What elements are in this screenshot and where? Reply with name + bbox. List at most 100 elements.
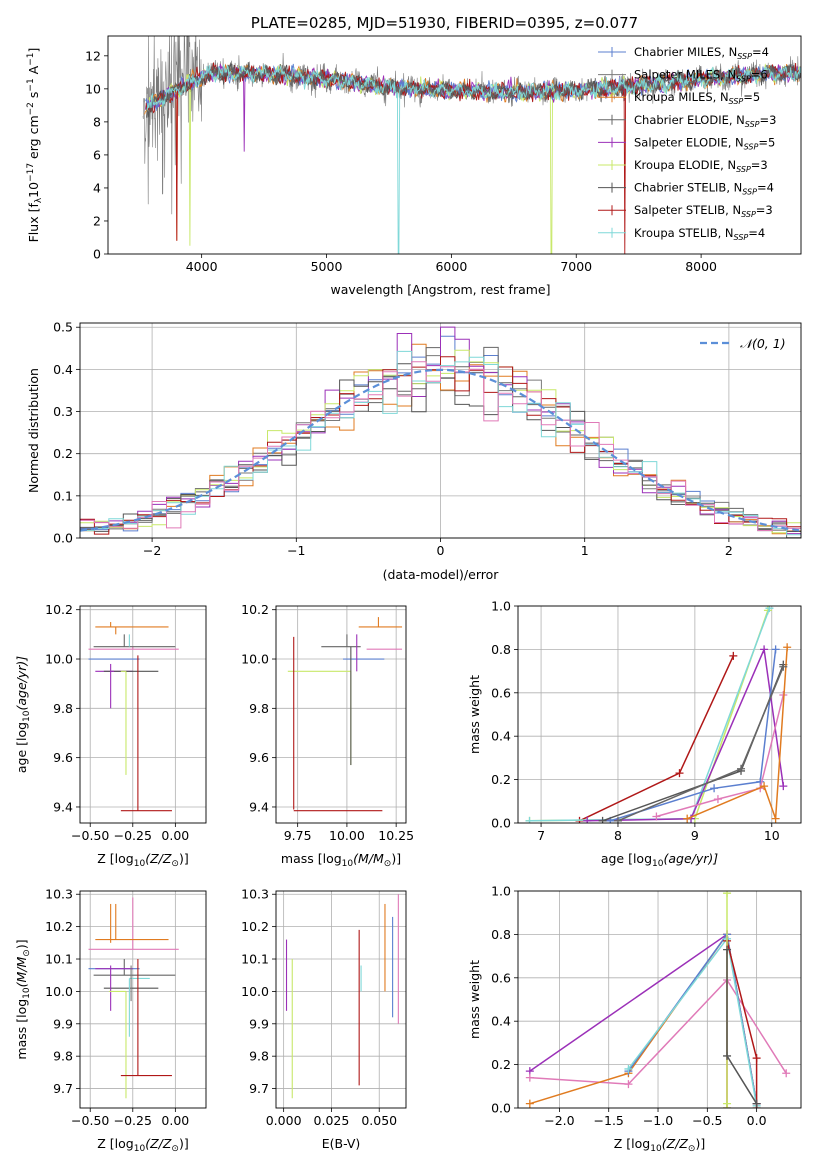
y-tick-label: 12	[85, 48, 101, 63]
data-point	[723, 1104, 732, 1108]
data-point	[729, 651, 738, 660]
legend-label: Chabrier STELIB, NSSP=4	[634, 181, 774, 197]
legend-item: Salpeter STELIB, NSSP=3	[598, 203, 773, 219]
data-point	[782, 1069, 791, 1078]
x-tick-label: −1.0	[643, 1113, 673, 1128]
y-tick-label: 9.6	[53, 750, 73, 765]
y-tick-label: 0.6	[491, 970, 511, 985]
x-tick-label: −0.50	[71, 1113, 109, 1128]
plot-area	[88, 897, 179, 1099]
legend-label: Kroupa STELIB, NSSP=4	[634, 226, 765, 242]
x-tick-label: 5000	[311, 259, 343, 274]
legend-item: Salpeter ELODIE, NSSP=5	[598, 135, 775, 151]
y-axis-label: Normed distribution	[26, 368, 41, 493]
series-salpeter-elodie	[583, 645, 788, 823]
y-tick-label: 0.5	[53, 320, 73, 335]
histogram-step-pink	[80, 361, 801, 531]
data-point	[752, 1054, 761, 1063]
x-tick-label: 0.000	[266, 1113, 302, 1128]
data-point	[779, 662, 788, 671]
series-chabrier-elodie	[613, 662, 788, 823]
data-point	[771, 645, 780, 654]
x-tick-label: 6000	[435, 259, 467, 274]
data-point	[771, 814, 780, 823]
y-tick-label: 1.0	[491, 884, 511, 899]
y-tick-label: 6	[93, 147, 101, 162]
y-tick-label: 9.4	[53, 799, 73, 814]
y-tick-label: 10.3	[241, 887, 269, 902]
legend-label: Kroupa MILES, NSSP=5	[634, 90, 760, 106]
data-point	[737, 764, 746, 773]
x-axis-label: Z [log10(Z/Z⊙)]	[97, 1136, 188, 1154]
x-tick-label: 0.0	[747, 1113, 767, 1128]
x-tick-label: 1	[581, 543, 589, 558]
x-tick-label: −2.0	[544, 1113, 574, 1128]
y-axis-label: mass [log10(M/M⊙)]	[14, 939, 32, 1059]
error-bar-point	[128, 977, 150, 1037]
y-tick-label: 9.7	[53, 1081, 73, 1096]
plot-area	[525, 891, 791, 1108]
axes-frame	[79, 605, 207, 824]
legend-label: Salpeter MILES, NSSP=6	[634, 68, 768, 84]
x-tick-label: −0.5	[692, 1113, 722, 1128]
data-point	[710, 784, 719, 793]
y-tick-label: 10.0	[45, 984, 73, 999]
x-axis-label: (data-model)/error	[383, 567, 500, 582]
legend: Chabrier MILES, NSSP=4 Salpeter MILES, NS…	[598, 45, 776, 242]
y-tick-label: 0	[93, 247, 101, 262]
y-tick-label: 10.2	[45, 919, 73, 934]
legend-item: Kroupa MILES, NSSP=5	[598, 90, 760, 106]
y-tick-label: 10	[85, 81, 101, 96]
series-line	[686, 647, 788, 820]
error-bar-point	[88, 897, 179, 950]
error-bar-point	[120, 655, 172, 812]
plot-area	[287, 617, 403, 812]
y-tick-label: 2	[93, 213, 101, 228]
data-point	[525, 1073, 534, 1082]
y-tick-label: 8	[93, 114, 101, 129]
series-kroupa-stelib	[624, 934, 761, 1108]
data-point	[624, 1064, 633, 1073]
series-line	[587, 646, 785, 822]
y-tick-label: 0.8	[491, 927, 511, 942]
series-salpeter-stelib	[575, 651, 738, 823]
plot-area	[142, 36, 801, 254]
series-line	[656, 694, 785, 818]
legend-label: Chabrier MILES, NSSP=4	[634, 45, 769, 61]
x-axis-label: Z [log10(Z/Z⊙)]	[614, 1136, 705, 1154]
series-chabrier-miles	[606, 645, 780, 823]
x-tick-label: 9	[691, 828, 699, 843]
legend-item: Salpeter MILES, NSSP=6	[598, 68, 768, 84]
x-tick-label: 7000	[560, 259, 592, 274]
y-tick-label: 9.7	[249, 1081, 269, 1096]
y-tick-label: 0.2	[491, 772, 511, 787]
series-line	[610, 649, 777, 822]
x-axis-label: age [log10(age/yr)]	[601, 851, 718, 869]
y-tick-label: 1.0	[491, 599, 511, 614]
legend-label: Kroupa ELODIE, NSSP=3	[634, 158, 768, 174]
histogram-step-salpeter-stelib	[80, 356, 801, 535]
series-line	[627, 936, 758, 1106]
legend-item: Chabrier STELIB, NSSP=4	[598, 181, 774, 197]
y-tick-label: 0.6	[491, 685, 511, 700]
y-tick-label: 10.2	[241, 602, 269, 617]
data-point	[525, 1099, 534, 1108]
plot-area	[285, 894, 399, 1099]
spectrum-panel: 4000 5000 6000 7000 8000 0 2 4 6 8 10 12 PLATE=0285,…	[26, 14, 802, 297]
series-kroupa-miles	[683, 643, 792, 823]
data-point	[583, 816, 592, 823]
y-axis-label: age [log10(age/yr)]	[14, 656, 32, 773]
axes-frame	[275, 605, 407, 824]
x-axis-label: E(B-V)	[322, 1136, 361, 1151]
data-point	[683, 814, 692, 823]
y-tick-label: 10.1	[241, 952, 269, 967]
data-point	[598, 816, 607, 823]
y-axis-label: mass weight	[467, 960, 482, 1039]
x-tick-label: 10.25	[378, 828, 414, 843]
data-point	[613, 816, 622, 823]
data-point	[752, 1099, 761, 1108]
axes-frame	[107, 35, 802, 255]
y-tick-label: 10.2	[241, 919, 269, 934]
y-tick-label: 0.4	[491, 1014, 511, 1029]
data-point	[779, 782, 788, 791]
